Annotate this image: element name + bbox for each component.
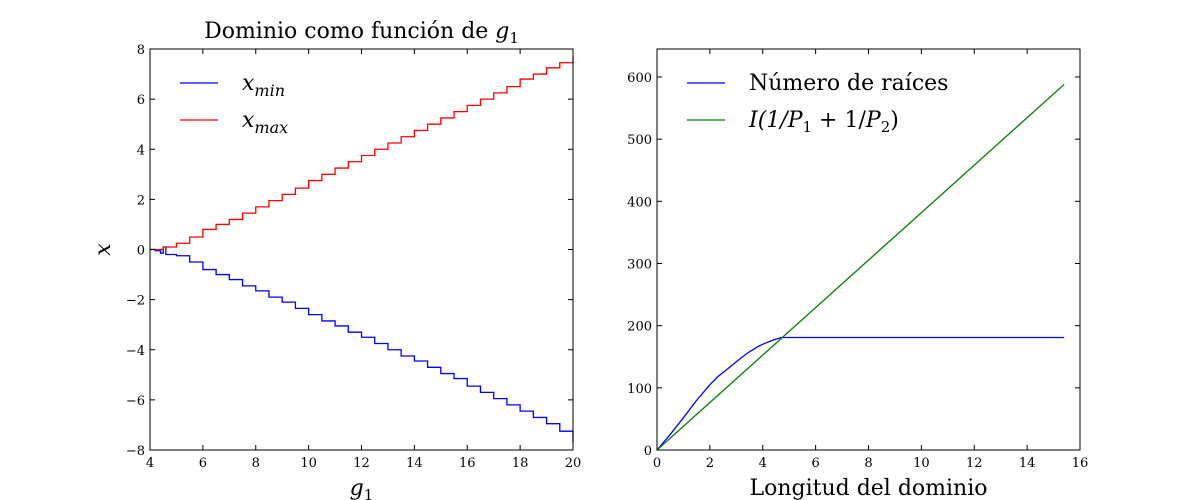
y-tick-label: 0 [137, 244, 145, 259]
series-line-1 [150, 246, 574, 443]
y-tick-label: 100 [627, 382, 652, 397]
chart-1: 4 6 8 10 12 14 16 18 20 −8 −6 −4 −2 0 2 4 6 8 Dominio como… [91, 19, 581, 500]
x-tick-label: 10 [913, 456, 930, 471]
legend: xmin xmax [180, 71, 288, 137]
y-tick-label: 6 [137, 93, 145, 108]
x-tick-label: 2 [706, 456, 714, 471]
x-tick-label: 12 [966, 456, 983, 471]
y-tick-label: 600 [627, 71, 652, 86]
series-line-2 [656, 83, 1065, 451]
legend-label-2: xmax [242, 108, 288, 137]
series-line-2 [150, 56, 574, 251]
y-tick-label: 200 [627, 320, 652, 335]
y-tick-label: 8 [137, 43, 145, 58]
legend: Número de raíces I(1/P1 + 1/P2) [687, 71, 948, 136]
x-tick-label: 0 [653, 456, 661, 471]
y-tick-label: −4 [126, 344, 145, 359]
x-tick-label: 20 [565, 456, 582, 471]
chart-title: Dominio como función de g1 [204, 19, 519, 47]
plot-frame [149, 48, 574, 451]
y-tick-label: −8 [126, 444, 145, 459]
y-tick-label: −6 [126, 394, 145, 409]
legend-label-1: Número de raíces [749, 71, 948, 96]
x-tick-label: 14 [1019, 456, 1036, 471]
x-tick-label: 6 [811, 456, 819, 471]
x-tick-label: 6 [199, 456, 207, 471]
y-tick-label: 500 [627, 133, 652, 148]
x-tick-label: 16 [1072, 456, 1089, 471]
y-tick-label: 400 [627, 195, 652, 210]
y-tick-label: 0 [644, 444, 652, 459]
x-tick-label: 8 [252, 456, 260, 471]
x-tick-label: 8 [864, 456, 872, 471]
x-tick-label: 12 [353, 456, 370, 471]
x-tick-label: 10 [300, 456, 317, 471]
x-axis-label: g1 [350, 476, 374, 500]
x-tick-label: 14 [406, 456, 423, 471]
y-tick-label: −2 [126, 294, 145, 309]
y-axis-label: x [91, 243, 116, 256]
y-tick-label: 300 [627, 257, 652, 272]
x-tick-label: 4 [146, 456, 154, 471]
x-tick-label: 4 [759, 456, 767, 471]
x-tick-label: 16 [459, 456, 476, 471]
legend-label-2: I(1/P1 + 1/P2) [748, 108, 899, 136]
y-tick-label: 2 [137, 193, 145, 208]
x-axis-label: Longitud del dominio [749, 476, 987, 500]
y-tick-label: 4 [137, 143, 145, 158]
series-line-1 [656, 336, 1065, 451]
legend-label-1: xmin [242, 71, 285, 100]
chart-2: 0 2 4 6 8 10 12 14 16 0 100 200 300 400 500 600 Longitud… [627, 48, 1089, 500]
x-tick-label: 18 [512, 456, 529, 471]
